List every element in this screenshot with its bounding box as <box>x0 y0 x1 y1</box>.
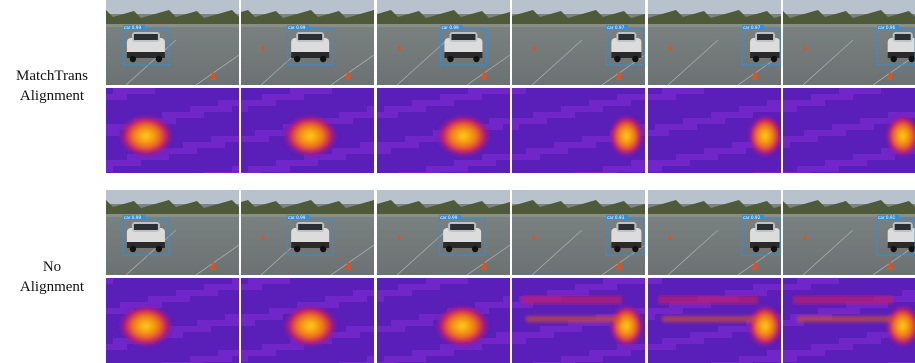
car <box>444 32 482 62</box>
car <box>127 32 165 62</box>
car <box>292 222 330 252</box>
row-label-line-1: No <box>0 257 104 277</box>
attention-heatmap <box>648 278 781 363</box>
video-frame: car 0.99 <box>377 190 510 275</box>
frame-image: car 0.92 <box>648 190 781 275</box>
frame-image: car 0.97 <box>648 0 781 85</box>
frame-image: car 0.99 <box>241 190 374 275</box>
attention-heatmap <box>106 278 239 363</box>
attention-heatmap <box>512 88 645 173</box>
frame-image: car 0.93 <box>512 190 645 275</box>
attention-heatmap <box>241 88 374 173</box>
video-frame: car 0.99 <box>241 0 374 85</box>
detection-label: car 0.97 <box>607 25 625 30</box>
attention-heatmap <box>106 88 239 173</box>
detection-label: car 0.92 <box>743 215 761 220</box>
video-frame: car 0.93 <box>512 190 645 275</box>
car <box>127 222 165 252</box>
video-frame: car 0.99 <box>106 190 239 275</box>
frame-image: car 0.99 <box>377 0 510 85</box>
frame-image: car 0.99 <box>241 0 374 85</box>
video-frame: car 0.92 <box>648 190 781 275</box>
detection-label: car 0.96 <box>878 25 896 30</box>
frame-image: car 0.99 <box>377 190 510 275</box>
detection-label: car 0.99 <box>441 25 459 30</box>
row-label-no-alignment: No Alignment <box>0 257 104 297</box>
attention-heatmap <box>377 88 510 173</box>
attention-heatmap <box>783 278 915 363</box>
attention-heatmap <box>648 88 781 173</box>
row-label-line-1: MatchTrans <box>0 66 104 86</box>
frame-image: car 0.91 <box>783 190 915 275</box>
video-frame: car 0.99 <box>241 190 374 275</box>
attention-heatmap <box>512 278 645 363</box>
video-frame: car 0.97 <box>648 0 781 85</box>
detection-label: car 0.99 <box>289 215 307 220</box>
row-label-matchtrans-alignment: MatchTrans Alignment <box>0 66 104 106</box>
video-frame: car 0.99 <box>377 0 510 85</box>
frame-image: car 0.99 <box>106 190 239 275</box>
car <box>443 222 481 252</box>
frame-image: car 0.99 <box>106 0 239 85</box>
video-frame: car 0.91 <box>783 190 915 275</box>
video-frame: car 0.96 <box>783 0 915 85</box>
frame-image: car 0.96 <box>783 0 915 85</box>
attention-heatmap <box>241 278 374 363</box>
video-frame: car 0.99 <box>106 0 239 85</box>
frame-image: car 0.97 <box>512 0 645 85</box>
attention-heatmap <box>783 88 915 173</box>
detection-label: car 0.93 <box>607 215 625 220</box>
row-label-line-2: Alignment <box>0 277 104 297</box>
row-label-line-2: Alignment <box>0 86 104 106</box>
detection-label: car 0.99 <box>440 215 458 220</box>
car <box>292 32 330 62</box>
detection-label: car 0.91 <box>878 215 896 220</box>
video-frame: car 0.97 <box>512 0 645 85</box>
detection-label: car 0.99 <box>289 25 307 30</box>
attention-heatmap <box>377 278 510 363</box>
detection-label: car 0.99 <box>124 25 142 30</box>
detection-label: car 0.99 <box>124 215 142 220</box>
detection-label: car 0.97 <box>743 25 761 30</box>
